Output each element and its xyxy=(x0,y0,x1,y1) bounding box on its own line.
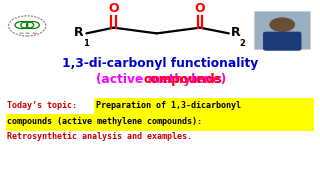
Text: Today’s topic:: Today’s topic: xyxy=(7,101,82,110)
FancyBboxPatch shape xyxy=(254,11,310,49)
Text: compounds (active methylene compounds):: compounds (active methylene compounds): xyxy=(7,116,202,125)
FancyBboxPatch shape xyxy=(94,98,314,115)
FancyBboxPatch shape xyxy=(6,114,314,130)
Text: compounds: compounds xyxy=(143,73,222,86)
Text: R: R xyxy=(74,26,84,39)
Text: Retrosynthetic analysis and examples.: Retrosynthetic analysis and examples. xyxy=(7,132,192,141)
Text: O: O xyxy=(108,2,119,15)
Text: $\sim\!\sim\!\sim$: $\sim\!\sim\!\sim$ xyxy=(17,31,38,36)
Circle shape xyxy=(270,18,294,31)
Text: R: R xyxy=(231,26,241,39)
Text: 1,3-di-carbonyl functionality: 1,3-di-carbonyl functionality xyxy=(62,57,258,70)
Text: (active methylene): (active methylene) xyxy=(96,73,230,86)
Text: 1: 1 xyxy=(84,39,89,48)
Text: Preparation of 1,3-dicarbonyl: Preparation of 1,3-dicarbonyl xyxy=(96,101,241,110)
Text: O: O xyxy=(195,2,205,15)
FancyBboxPatch shape xyxy=(263,32,301,51)
Text: 2: 2 xyxy=(239,39,245,48)
